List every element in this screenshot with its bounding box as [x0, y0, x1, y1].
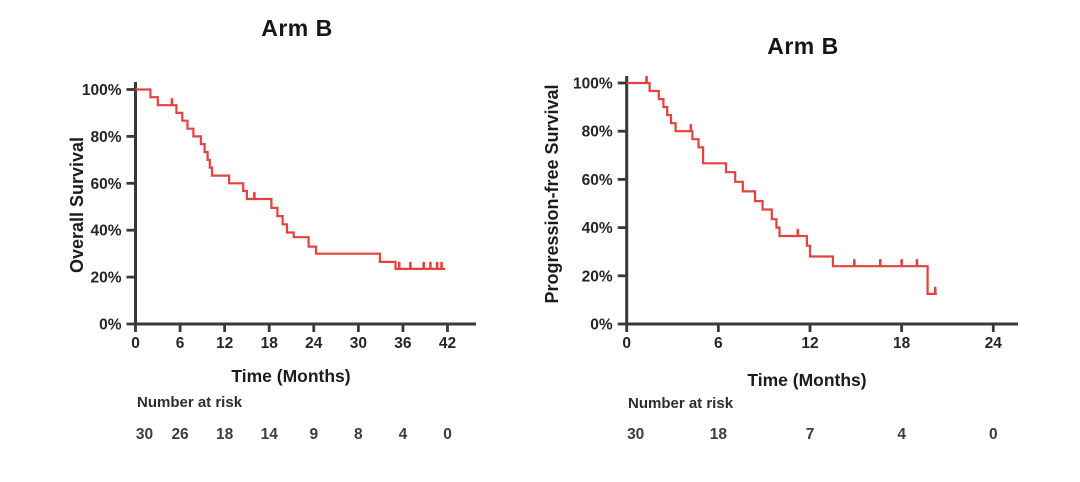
- left-x-tick-label: 0: [131, 335, 140, 352]
- left-risk-count: 26: [171, 426, 189, 443]
- left-survival-curve: [135, 88, 446, 270]
- left-x-tick-label: 42: [439, 335, 456, 352]
- right-x-axis-label: Time (Months): [747, 370, 867, 390]
- left-y-axis-label: Overall Survival: [67, 136, 87, 274]
- left-risk-count: 18: [216, 426, 234, 443]
- right-chart-title: Arm B: [767, 33, 839, 59]
- left-x-tick-label: 12: [216, 335, 233, 352]
- left-x-tick-label: 24: [305, 335, 323, 352]
- right-risk-count: 18: [710, 426, 728, 443]
- left-number-at-risk-label: Number at risk: [137, 394, 243, 411]
- left-x-tick-label: 18: [261, 335, 279, 352]
- right-risk-count: 4: [897, 426, 906, 443]
- right-survival-curve: [626, 81, 937, 295]
- right-risk-count: 0: [989, 426, 998, 443]
- right-risk-count: 7: [806, 426, 815, 443]
- right-chart: 0 6 12 18 24 30 18 7 4 0 0% 20% 40% 60% 80% 100%: [573, 76, 1018, 443]
- left-risk-count: 14: [261, 426, 279, 443]
- right-number-at-risk-label: Number at risk: [628, 395, 734, 412]
- right-y-tick-label: 80%: [582, 124, 613, 141]
- left-y-tick-label: 0%: [99, 317, 122, 334]
- left-y-tick-label: 60%: [90, 176, 121, 193]
- left-y-tick-label: 20%: [90, 270, 121, 287]
- right-y-axis-label: Progression-free Survival: [542, 84, 562, 304]
- left-x-tick-label: 6: [176, 335, 185, 352]
- left-x-tick-label: 36: [394, 335, 412, 352]
- left-y-tick-label: 100%: [82, 82, 122, 99]
- right-y-tick-label: 40%: [582, 220, 613, 237]
- left-risk-count: 0: [443, 426, 452, 443]
- left-chart: 0 6 12 18 24 30 36 42 30 26 18 14 9 8 4 0 0% 20% 40% 60% 80%…: [82, 82, 476, 443]
- right-y-tick-label: 0%: [590, 317, 613, 334]
- right-y-tick-label: 20%: [582, 268, 613, 285]
- left-risk-count: 8: [354, 426, 363, 443]
- right-x-tick-label: 18: [893, 335, 911, 352]
- right-x-tick-label: 6: [714, 335, 723, 352]
- left-y-tick-label: 40%: [90, 223, 121, 240]
- left-risk-count: 4: [399, 426, 408, 443]
- left-y-tick-label: 80%: [90, 129, 121, 146]
- right-x-tick-label: 12: [801, 335, 818, 352]
- left-x-axis-label: Time (Months): [231, 366, 351, 386]
- left-risk-count: 30: [136, 426, 153, 443]
- right-x-tick-label: 0: [622, 335, 631, 352]
- right-risk-count: 30: [627, 426, 644, 443]
- left-risk-count: 9: [309, 426, 318, 443]
- right-x-tick-label: 24: [985, 335, 1003, 352]
- left-x-tick-label: 30: [350, 335, 367, 352]
- right-y-tick-label: 100%: [573, 76, 613, 93]
- left-chart-title: Arm B: [261, 15, 333, 41]
- right-y-tick-label: 60%: [582, 172, 613, 189]
